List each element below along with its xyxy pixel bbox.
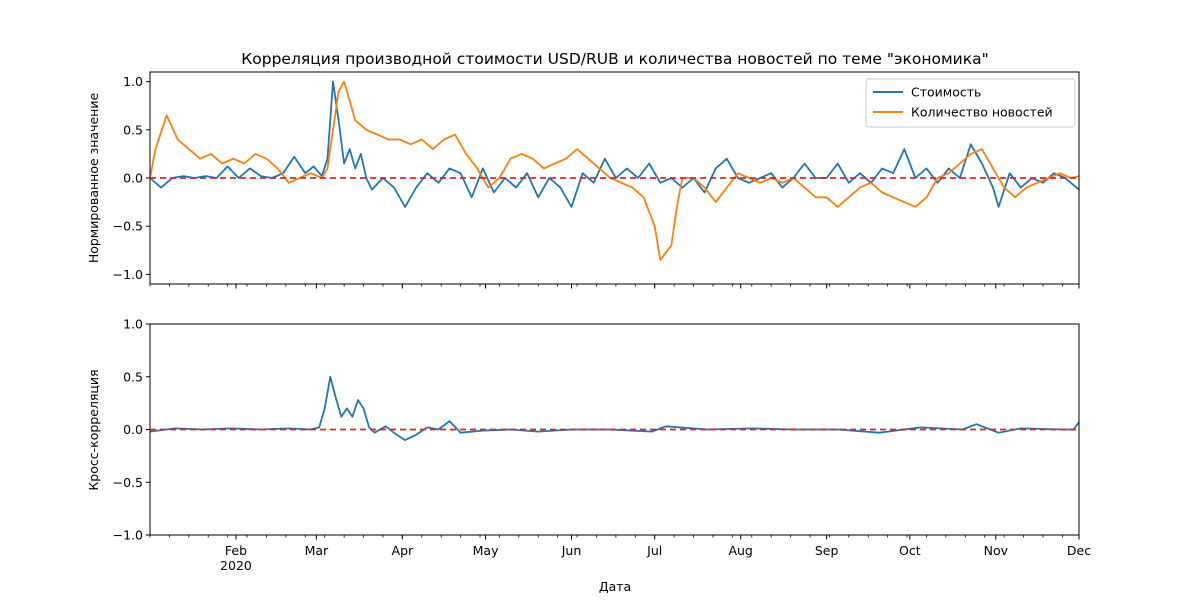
bottom-series-group <box>149 375 1080 442</box>
top-y-axis-label: Нормированное значение <box>86 93 101 264</box>
legend-label-news-count: Количество новостей <box>911 105 1053 120</box>
x-tick-label: Mar <box>305 543 329 558</box>
x-tick-label: Sep <box>815 543 839 558</box>
top-y-tick-label: −1.0 <box>113 267 143 282</box>
x-tick-label: Jun <box>561 543 582 558</box>
top-series-line-0 <box>149 80 1080 208</box>
bottom-series-line-0 <box>149 375 1080 442</box>
legend-box <box>865 78 1076 128</box>
top-axis-ticks: 1.0 0.5 0.0 −0.5 −1.0 <box>113 74 1080 289</box>
bottom-y-tick-label: −1.0 <box>113 528 143 543</box>
top-y-tick-label: 0.0 <box>123 171 143 186</box>
legend-label-cost: Стоимость <box>911 85 981 100</box>
top-y-tick-label: 0.5 <box>123 122 143 137</box>
top-y-tick-label: −0.5 <box>113 219 143 234</box>
x-tick-year-label: 2020 <box>220 558 252 573</box>
x-tick-label: Dec <box>1067 543 1091 558</box>
bottom-y-tick-label: −0.5 <box>113 475 143 490</box>
x-tick-label: May <box>473 543 499 558</box>
x-tick-label: Jul <box>646 543 662 558</box>
bottom-y-tick-label: 1.0 <box>123 317 143 332</box>
x-axis-label: Дата <box>599 579 631 594</box>
bottom-y-axis-label: Кросс-корреляция <box>86 369 101 490</box>
top-y-tick-label: 1.0 <box>123 74 143 89</box>
x-tick-label: Feb <box>225 543 247 558</box>
bottom-y-tick-label: 0.0 <box>123 422 143 437</box>
x-tick-label: Nov <box>984 543 1009 558</box>
x-tick-label: Aug <box>728 543 752 558</box>
bottom-y-tick-label: 0.5 <box>123 369 143 384</box>
chart-title: Корреляция производной стоимости USD/RUB… <box>241 50 988 68</box>
x-tick-label: Apr <box>392 543 414 558</box>
top-series-group <box>149 80 1080 261</box>
x-tick-label: Oct <box>899 543 921 558</box>
legend: Стоимость Количество новостей <box>865 78 1076 128</box>
top-series-line-1 <box>149 80 1080 261</box>
